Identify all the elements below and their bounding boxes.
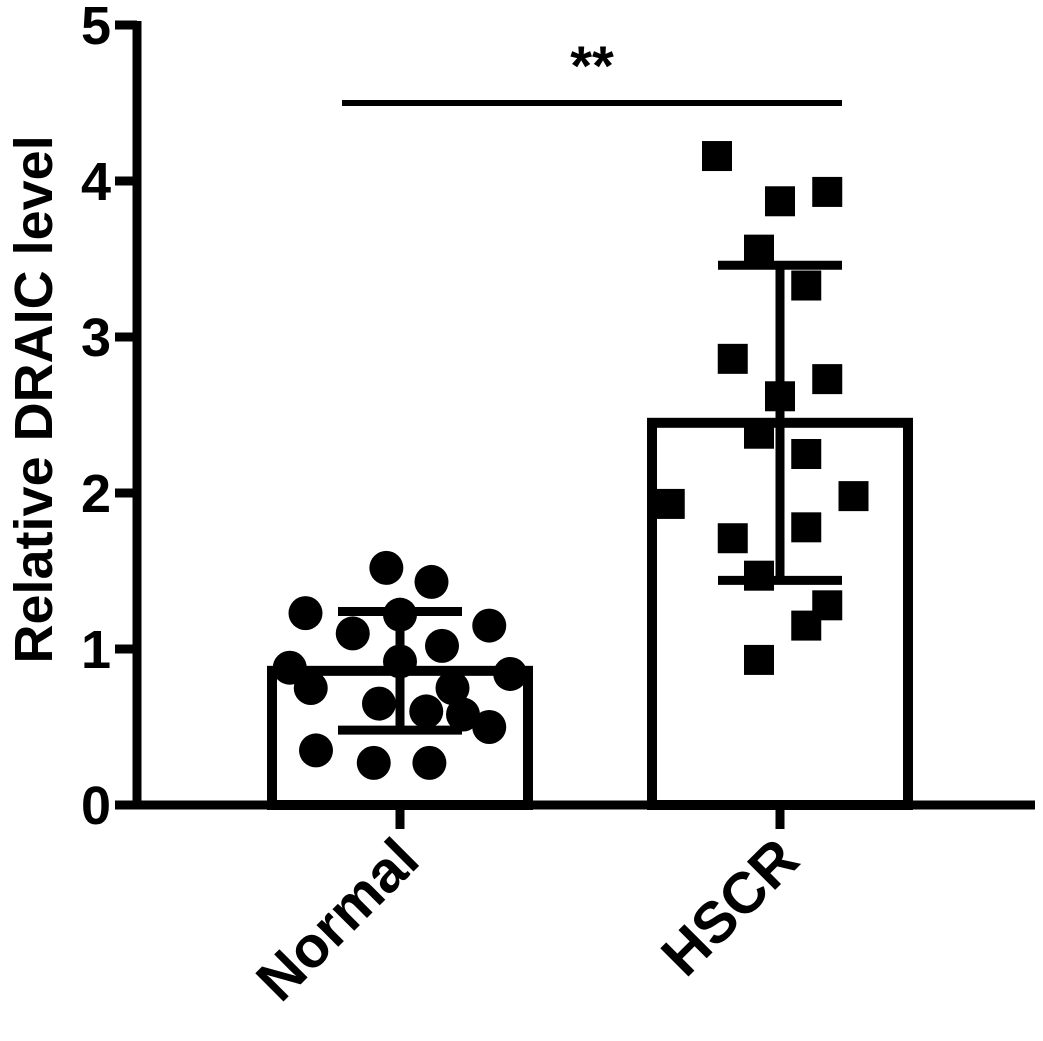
- data-point: [472, 608, 507, 643]
- data-point: [409, 694, 444, 729]
- data-point: [812, 176, 843, 207]
- data-point: [472, 710, 507, 744]
- y-tick-label: 2: [81, 464, 111, 524]
- y-tick-label: 0: [81, 776, 111, 836]
- data-point: [293, 671, 328, 705]
- x-tick-label-normal: Normal: [244, 826, 431, 1013]
- data-point: [702, 141, 732, 172]
- y-tick-label: 4: [81, 152, 111, 212]
- data-point: [435, 671, 470, 705]
- data-point: [335, 616, 370, 651]
- data-point: [412, 745, 447, 780]
- x-tick-label-hscr: HSCR: [649, 826, 811, 988]
- data-point: [446, 697, 480, 732]
- data-point: [717, 523, 748, 554]
- y-tick-label: 1: [81, 620, 111, 680]
- data-point: [744, 560, 774, 591]
- significance-label: **: [570, 34, 614, 97]
- data-point: [654, 488, 685, 519]
- y-tick-label: 5: [81, 0, 111, 56]
- data-point: [812, 364, 843, 395]
- data-point: [791, 270, 822, 301]
- data-point: [791, 610, 822, 641]
- data-point: [765, 186, 795, 217]
- y-axis-label: Relative DRAIC level: [4, 135, 64, 663]
- data-point: [272, 650, 307, 685]
- significance-annotation: **: [342, 34, 842, 106]
- data-point: [362, 686, 396, 721]
- data-point: [838, 481, 869, 512]
- data-point: [791, 439, 822, 469]
- data-point: [717, 343, 748, 374]
- data-point: [744, 644, 774, 675]
- y-tick-label: 3: [81, 308, 111, 368]
- data-point: [425, 628, 459, 663]
- data-point: [369, 550, 404, 585]
- data-point: [744, 234, 774, 265]
- data-point: [744, 418, 774, 449]
- data-point: [414, 564, 449, 599]
- error-bars: [338, 260, 842, 735]
- data-point: [356, 745, 391, 780]
- data-point: [791, 512, 822, 543]
- data-point: [288, 596, 323, 631]
- data-point: [493, 656, 528, 691]
- data-points: [272, 141, 869, 780]
- data-point: [299, 733, 333, 768]
